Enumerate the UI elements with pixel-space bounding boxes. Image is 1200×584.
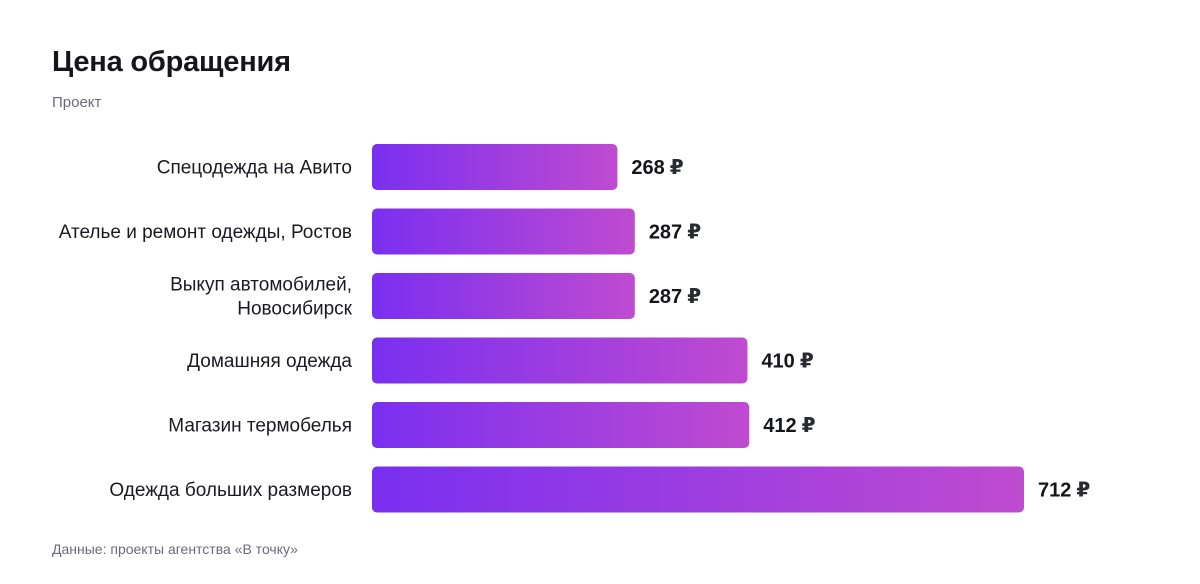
category-label: Ателье и ремонт одежды, Ростов bbox=[59, 222, 352, 243]
bar bbox=[372, 337, 748, 384]
category-label: Домашняя одежда bbox=[187, 351, 352, 372]
bar bbox=[372, 144, 618, 190]
value-label: 268 ₽ bbox=[631, 157, 683, 179]
value-label: 412 ₽ bbox=[763, 415, 815, 437]
value-label: 287 ₽ bbox=[649, 286, 701, 308]
value-label: 287 ₽ bbox=[649, 222, 701, 244]
value-label: 712 ₽ bbox=[1038, 480, 1090, 502]
chart-title: Цена обращения bbox=[52, 46, 291, 78]
category-label: Одежда больших размеров bbox=[109, 480, 352, 501]
category-label: Спецодежда на Авито bbox=[157, 158, 352, 179]
chart-subtitle: Проект bbox=[52, 94, 102, 111]
category-label: Выкуп автомобилей, Новосибирск bbox=[170, 275, 353, 320]
bar bbox=[372, 402, 750, 448]
chart-source-note: Данные: проекты агентства «В точку» bbox=[52, 541, 298, 557]
value-label: 410 ₽ bbox=[761, 351, 813, 373]
category-label: Магазин термобелья bbox=[168, 416, 352, 437]
bar bbox=[372, 466, 1024, 513]
bar bbox=[372, 208, 635, 255]
bar bbox=[372, 273, 635, 319]
